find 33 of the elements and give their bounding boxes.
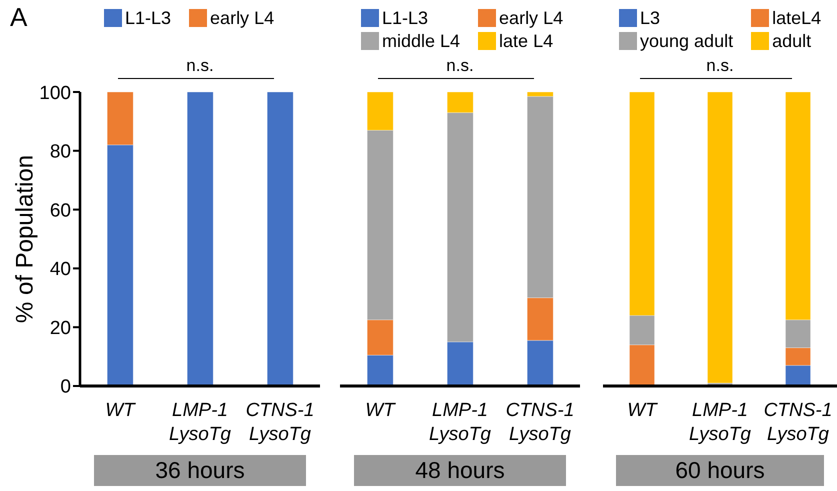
text: n.s. xyxy=(705,56,735,76)
legend-label: early L4 xyxy=(210,8,274,28)
x-tick-label: WT xyxy=(365,400,396,421)
y-tick-label: 40 xyxy=(50,259,71,280)
legend-label: L3 xyxy=(640,8,660,28)
legend-label: L1-L3 xyxy=(382,8,428,28)
legend-label: L1-L3 xyxy=(125,8,172,28)
x-axis-title: 60 hours xyxy=(616,455,824,486)
y-tick-label: 100 xyxy=(39,82,71,104)
x-tick-label: LMP-1 LysoTg xyxy=(169,400,232,445)
y-tick-label: 80 xyxy=(50,142,71,163)
x-tick-label: LMP-1 LysoTg xyxy=(429,400,492,445)
legend-label: young adult xyxy=(640,31,734,51)
x-tick-label: CTNS-1 LysoTg xyxy=(764,400,832,445)
y-axis-title: % of Population xyxy=(11,154,38,324)
x-tick-label: CTNS-1 LysoTg xyxy=(246,400,314,445)
y-tick-label: 0 xyxy=(60,376,71,398)
x-axis-title: 36 hours xyxy=(94,455,306,486)
chart-title: A xyxy=(10,2,28,33)
x-tick-label: WT xyxy=(105,400,136,421)
legend-label: early L4 xyxy=(499,8,564,28)
x-tick-label: LMP-1 LysoTg xyxy=(689,400,752,445)
x-axis-title: 48 hours xyxy=(354,455,566,486)
text: n.s. xyxy=(185,56,215,76)
legend-label: late L4 xyxy=(499,31,554,51)
legend-label: lateL4 xyxy=(772,8,822,28)
x-tick-label: WT xyxy=(627,400,658,421)
text: n.s. xyxy=(445,56,475,76)
legend-label: middle L4 xyxy=(382,31,460,51)
y-tick-label: 60 xyxy=(50,200,71,222)
y-tick-label: 20 xyxy=(50,318,71,339)
x-tick-label: CTNS-1 LysoTg xyxy=(506,400,574,445)
legend-label: adult xyxy=(772,31,812,51)
